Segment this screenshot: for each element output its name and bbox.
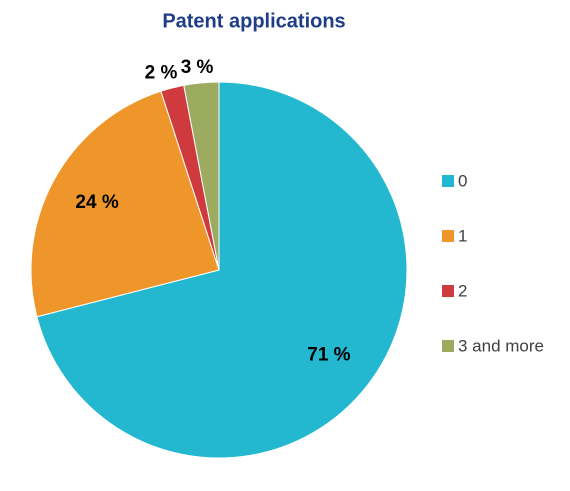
data-label: 24 % — [75, 192, 118, 213]
legend-swatch — [442, 285, 454, 297]
legend-swatch — [442, 230, 454, 242]
data-label: 3 % — [181, 57, 214, 78]
pie-slice — [183, 81, 220, 271]
pie-slice — [30, 90, 220, 318]
legend-label: 3 and more — [458, 336, 544, 355]
legend-swatch — [442, 340, 454, 352]
data-label: 2 % — [145, 62, 178, 83]
data-label: 71 % — [307, 344, 350, 365]
pie-slice — [36, 81, 408, 459]
legend-swatch — [442, 175, 454, 187]
chart-title: Patent applications — [162, 10, 345, 32]
legend-label: 0 — [458, 171, 467, 190]
legend-label: 1 — [458, 226, 467, 245]
legend-label: 2 — [458, 281, 467, 300]
